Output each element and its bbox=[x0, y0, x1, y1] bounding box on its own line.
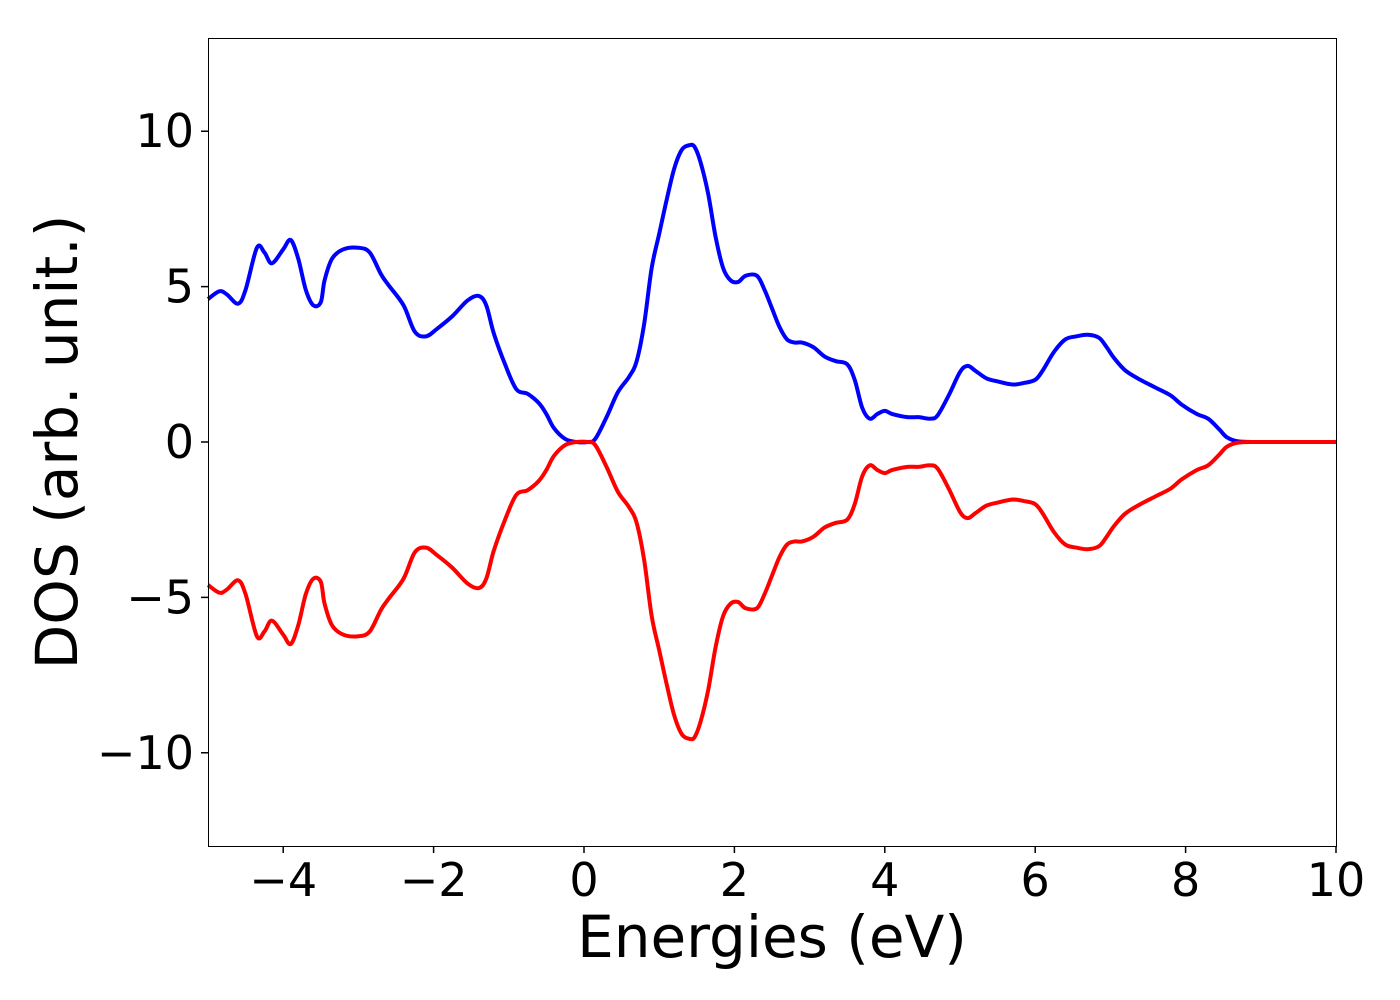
x-tick-label: 2 bbox=[720, 853, 749, 907]
y-tick-label: −5 bbox=[126, 570, 194, 624]
y-axis: −10 −5 0 5 10 bbox=[97, 104, 208, 780]
x-tick-label: 8 bbox=[1171, 853, 1200, 907]
y-tick-label: 0 bbox=[165, 415, 194, 469]
x-tick-label: 4 bbox=[870, 853, 899, 907]
y-tick-label: 5 bbox=[165, 260, 194, 314]
x-axis-label: Energies (eV) bbox=[577, 903, 967, 971]
y-tick-label: 10 bbox=[135, 104, 194, 158]
y-axis-label: DOS (arb. unit.) bbox=[23, 215, 91, 670]
y-tick-label: −10 bbox=[97, 726, 194, 780]
plot-frame bbox=[208, 38, 1337, 847]
dos-series-line-down bbox=[206, 439, 1337, 742]
x-axis: −4 −2 0 2 4 6 8 10 bbox=[249, 846, 1365, 907]
x-tick-label: −4 bbox=[249, 853, 317, 907]
x-tick-label: 6 bbox=[1021, 853, 1050, 907]
x-tick-label: 0 bbox=[569, 853, 598, 907]
x-tick-label: −2 bbox=[400, 853, 468, 907]
dos-series-line-up bbox=[206, 142, 1337, 445]
series-layer bbox=[206, 142, 1337, 742]
x-tick-label: 10 bbox=[1307, 853, 1366, 907]
